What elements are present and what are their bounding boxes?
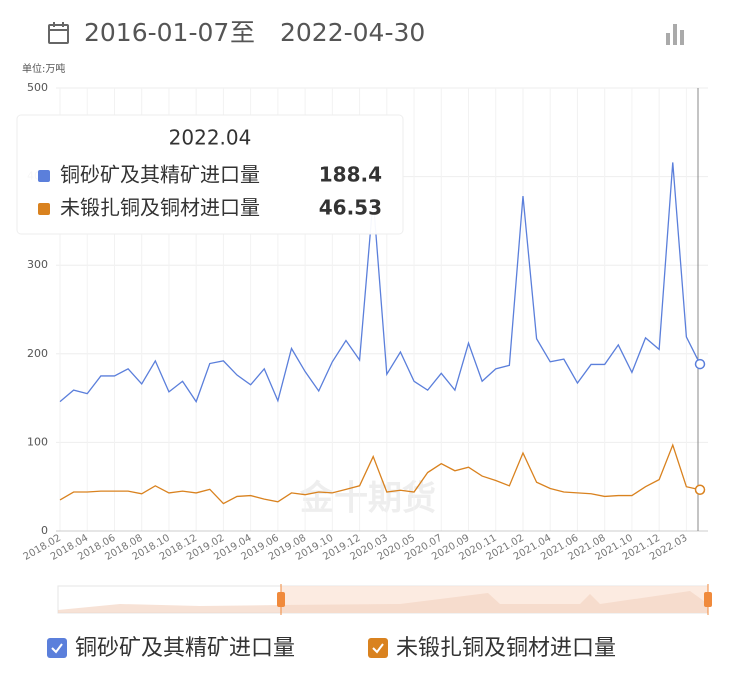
hover-point: [694, 358, 706, 370]
legend-label: 未锻扎铜及铜材进口量: [396, 636, 616, 661]
watermark: 金十期货: [299, 479, 436, 519]
y-tick-label: 100: [27, 435, 48, 448]
legend-item[interactable]: 铜砂矿及其精矿进口量: [47, 636, 295, 661]
hover-point: [694, 484, 706, 496]
tooltip-value: 46.53: [319, 196, 382, 220]
legend-check: [51, 643, 63, 654]
tooltip-marker: [38, 170, 50, 182]
date-end: 2022-04-30: [280, 18, 425, 47]
tooltip-value: 188.4: [319, 163, 382, 187]
tooltip-name: 未锻扎铜及铜材进口量: [60, 196, 260, 220]
legend-label: 铜砂矿及其精矿进口量: [75, 636, 295, 661]
series-line: [59, 162, 701, 404]
calendar-icon: [48, 22, 69, 44]
series-line: [59, 443, 701, 505]
y-tick-label: 200: [27, 347, 48, 360]
unit-label: 单位:万吨: [22, 62, 65, 75]
tooltip: 2022.04: [16, 114, 404, 235]
y-tick-label: 0: [41, 524, 48, 537]
tooltip-name: 铜砂矿及其精矿进口量: [60, 163, 260, 187]
legend-check: [372, 643, 384, 654]
chart-type-icon[interactable]: [666, 24, 684, 45]
legend-checkbox: [368, 638, 388, 658]
y-tick-label: 300: [27, 258, 48, 271]
legend-item[interactable]: 未锻扎铜及铜材进口量: [368, 636, 616, 661]
tooltip-marker: [38, 203, 50, 215]
date-start: 2016-01-07: [84, 18, 229, 47]
date-separator: 至: [230, 18, 255, 47]
legend-checkbox: [47, 638, 67, 658]
y-tick-label: 500: [27, 81, 48, 94]
tooltip-title: 2022.04: [169, 126, 252, 150]
data-zoom[interactable]: [57, 584, 712, 615]
